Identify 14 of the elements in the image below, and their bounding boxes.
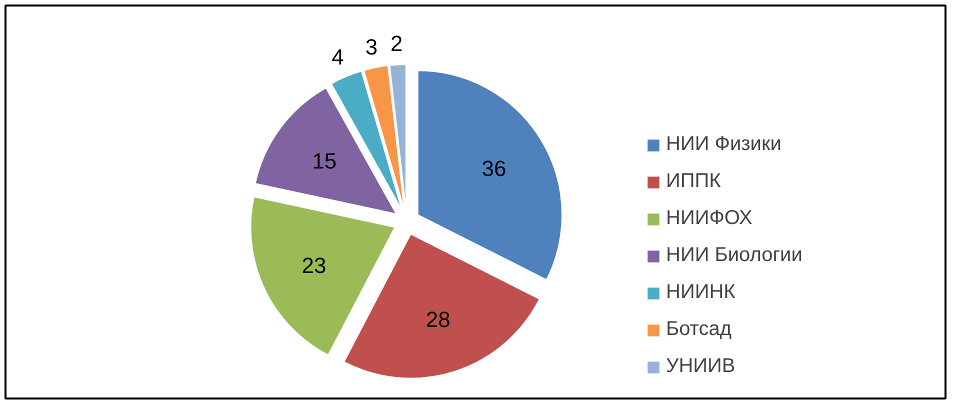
legend-label: НИИНК [666, 281, 736, 304]
legend-label: НИИ Физики [666, 133, 782, 156]
legend-label: Ботсад [666, 318, 732, 341]
data-label: 36 [482, 156, 506, 181]
legend-label: НИИФОХ [666, 207, 752, 230]
data-label: 2 [390, 31, 403, 56]
legend-label: ИППК [666, 170, 721, 193]
data-label: 4 [332, 44, 344, 70]
data-label: 23 [302, 253, 326, 278]
data-label: 3 [365, 34, 378, 60]
legend-label: УНИИВ [666, 355, 736, 378]
legend-label: НИИ Биологии [666, 244, 802, 267]
data-label: 15 [312, 148, 337, 174]
data-label: 28 [426, 307, 450, 332]
